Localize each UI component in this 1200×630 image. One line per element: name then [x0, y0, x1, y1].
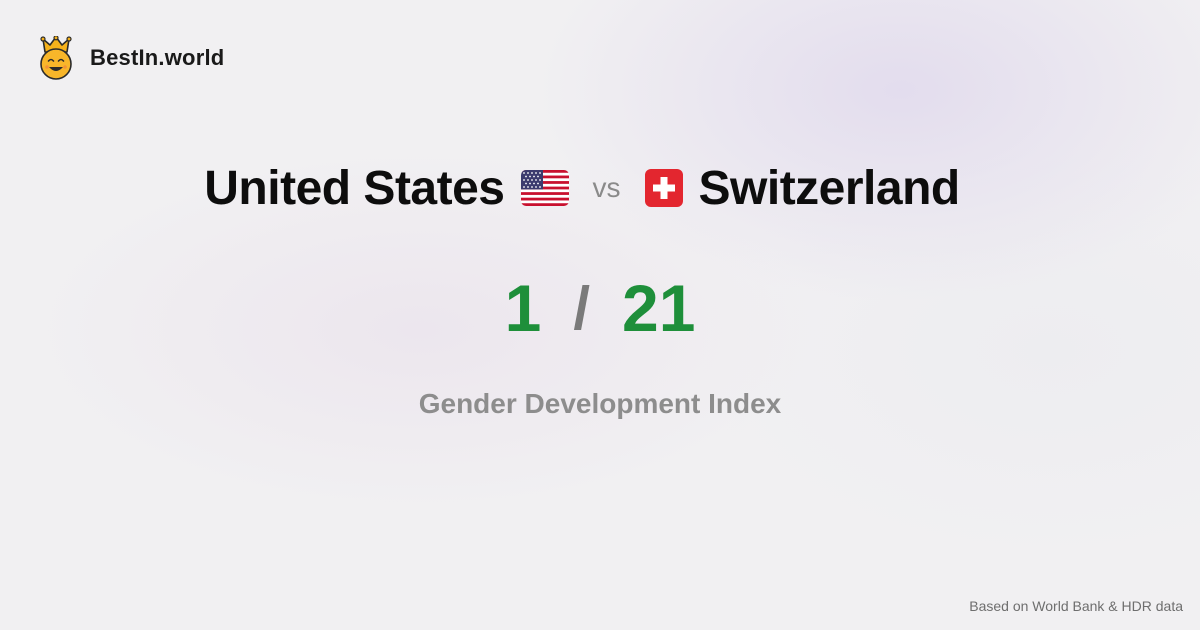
us-flag-icon — [520, 170, 569, 206]
matchup-heading: United States vs Switzerland — [0, 156, 1182, 220]
rank-comparison: 1 / 21 — [0, 268, 1200, 348]
right-rank: 21 — [621, 271, 696, 345]
brand[interactable]: BestIn.world — [38, 36, 224, 80]
brand-name: BestIn.world — [90, 45, 225, 70]
crown-smiley-icon — [40, 36, 72, 80]
metric-label: Gender Development Index — [418, 388, 782, 419]
data-source-note: Based on World Bank & HDR data — [969, 598, 1183, 614]
left-rank: 1 — [504, 271, 542, 345]
right-country-name: Switzerland — [698, 161, 961, 215]
left-country-name: United States — [204, 161, 505, 215]
rank-separator: / — [573, 274, 590, 342]
swiss-flag-icon — [644, 169, 683, 207]
vs-label: vs — [592, 172, 621, 203]
